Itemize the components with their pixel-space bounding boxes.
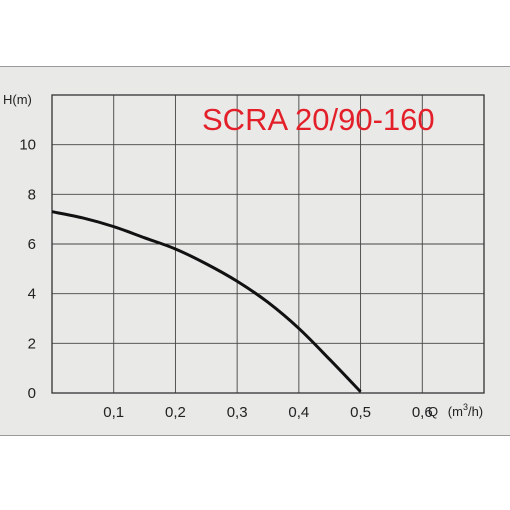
y-tick-labels: 0 2 4 6 8 10 [19,137,36,402]
y-tick-label: 4 [28,286,36,303]
x-axis-q: Q [428,404,438,419]
grid [52,95,484,393]
chart-panel [0,66,510,436]
x-tick-label: 0,2 [165,404,186,421]
y-tick-label: 0 [28,385,36,402]
x-tick-label: 0,5 [350,404,371,421]
y-tick-label: 10 [19,137,36,154]
y-tick-label: 2 [28,335,36,352]
x-axis-unit-tail: /h [468,404,479,419]
y-tick-label: 8 [28,186,36,203]
x-axis-unit: m [452,404,463,419]
x-tick-label: 0,1 [103,404,124,421]
x-tick-labels: 0,1 0,2 0,3 0,4 0,5 0,6 [103,404,432,421]
series-line [51,210,362,393]
x-tick-label: 0,6 [412,404,433,421]
plot-frame [51,94,485,394]
x-tick-label: 0,3 [227,404,248,421]
y-tick-label: 6 [28,236,36,253]
x-tick-label: 0,4 [288,404,309,421]
x-axis-unit-sup: 3 [463,402,468,412]
chart-title: SCRA 20/90-160 [202,102,435,137]
x-axis-label: Q (m3/h) [428,402,483,419]
y-axis-label: H(m) [3,92,32,107]
